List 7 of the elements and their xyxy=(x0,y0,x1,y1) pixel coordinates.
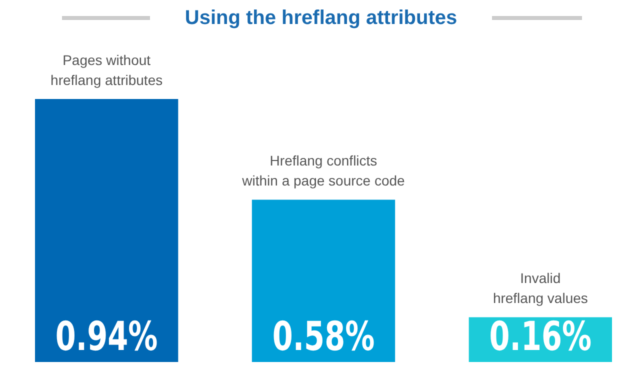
chart-title: Using the hreflang attributes xyxy=(184,7,458,29)
x-tick-label: Hreflang conflicts within a page source code xyxy=(241,152,406,189)
x-tick-label: Invalid hreflang values xyxy=(492,270,588,306)
data-label: 0.58% xyxy=(272,312,375,360)
data-label: 0.94% xyxy=(55,312,158,360)
x-tick-label: Pages without hreflang attributes xyxy=(50,52,163,88)
data-label: 0.16% xyxy=(489,312,592,360)
